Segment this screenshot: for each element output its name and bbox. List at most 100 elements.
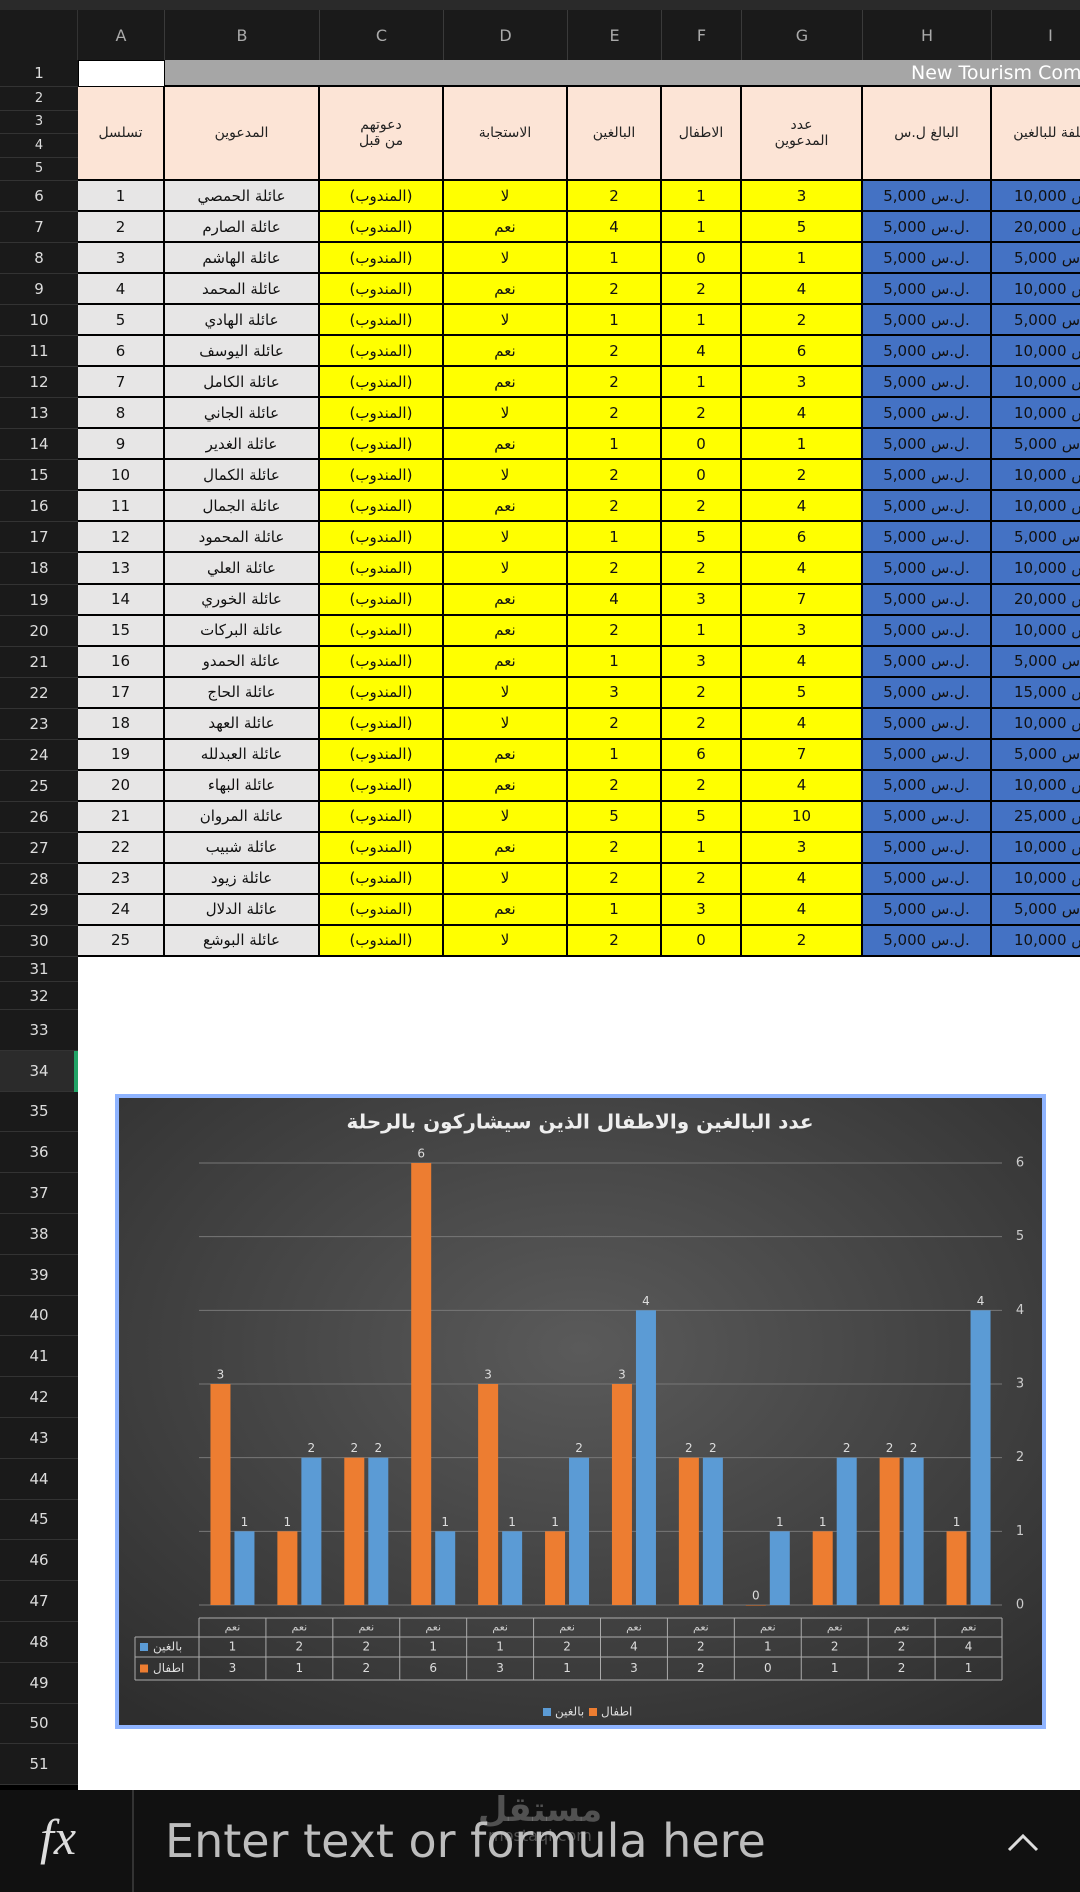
row-header[interactable]: 42 [0,1377,78,1418]
column-header[interactable]: G [742,10,863,60]
cell[interactable]: 2 [568,460,662,492]
row-header[interactable]: 24 [0,739,78,771]
row-header[interactable]: 13 [0,398,78,430]
cell[interactable]: (المندوب) [320,429,444,461]
cell[interactable]: 2 [742,460,863,492]
cell[interactable]: 2 [662,770,742,802]
cell[interactable]: (المندوب) [320,925,444,957]
cell[interactable]: 5,000 ل.س. [863,367,992,399]
column-title[interactable]: الاستجابة [444,87,568,181]
cell[interactable]: 3 [742,832,863,864]
cell[interactable]: نعم [444,491,568,523]
cell[interactable]: 1 [568,739,662,771]
cell[interactable]: 7 [742,584,863,616]
cell[interactable]: 3 [742,615,863,647]
row-header[interactable]: 25 [0,770,78,802]
cell[interactable]: (المندوب) [320,243,444,275]
cell[interactable]: 4 [742,274,863,306]
column-title[interactable]: كلفة للبالغين [992,87,1080,181]
row-header[interactable]: 6 [0,181,78,213]
cell[interactable]: 10,000 ل.س. [992,336,1080,368]
cell[interactable]: لا [444,801,568,833]
row-header[interactable]: 43 [0,1418,78,1459]
cell[interactable]: 4 [742,863,863,895]
cell[interactable]: عائلة الجمال [165,491,320,523]
cell[interactable]: عائلة البركات [165,615,320,647]
cell[interactable]: (المندوب) [320,491,444,523]
cell[interactable]: نعم [444,615,568,647]
cell[interactable]: (المندوب) [320,615,444,647]
cell[interactable]: عائلة المحمد [165,274,320,306]
cell[interactable]: 15 [78,615,165,647]
row-header[interactable]: 27 [0,832,78,864]
cell[interactable]: (المندوب) [320,367,444,399]
cell[interactable]: نعم [444,429,568,461]
cell[interactable]: لا [444,522,568,554]
cell[interactable]: (المندوب) [320,832,444,864]
cell[interactable]: 5,000 ل.س. [992,646,1080,678]
cell[interactable]: 4 [742,398,863,430]
cell[interactable]: عائلة الهادي [165,305,320,337]
row-header[interactable]: 35 [0,1091,78,1133]
row-header[interactable]: 10 [0,305,78,337]
cell[interactable]: نعم [444,770,568,802]
cell[interactable]: 10,000 ل.س. [992,770,1080,802]
cell[interactable]: 20 [78,770,165,802]
row-header[interactable]: 26 [0,801,78,833]
cell[interactable]: 4 [568,212,662,244]
cell[interactable]: 5,000 ل.س. [863,739,992,771]
cell[interactable]: 1 [78,181,165,213]
cell[interactable]: (المندوب) [320,212,444,244]
cell[interactable]: 10 [78,460,165,492]
column-header[interactable]: H [863,10,992,60]
cell[interactable]: (المندوب) [320,181,444,213]
cell[interactable]: لا [444,553,568,585]
column-header[interactable]: I [992,10,1080,60]
cell[interactable]: 2 [742,925,863,957]
cell[interactable]: 25 [78,925,165,957]
cell[interactable]: 21 [78,801,165,833]
cell[interactable]: 5,000 ل.س. [863,491,992,523]
cell[interactable]: 22 [78,832,165,864]
cell[interactable]: عائلة اليوسف [165,336,320,368]
cell[interactable]: 2 [568,708,662,740]
cell[interactable]: (المندوب) [320,274,444,306]
row-header[interactable]: 22 [0,677,78,709]
cell[interactable]: 10,000 ل.س. [992,863,1080,895]
cell[interactable]: لا [444,677,568,709]
cell[interactable]: 5,000 ل.س. [863,646,992,678]
cell[interactable]: 1 [568,646,662,678]
cell[interactable]: 9 [78,429,165,461]
cell[interactable]: 0 [662,460,742,492]
cell[interactable]: 5,000 ل.س. [863,584,992,616]
cell[interactable]: 2 [568,770,662,802]
cell[interactable]: (المندوب) [320,863,444,895]
cell[interactable]: 6 [662,739,742,771]
cell[interactable]: 20,000 ل.س. [992,584,1080,616]
cell[interactable]: عائلة الحمصي [165,181,320,213]
cell[interactable]: (المندوب) [320,894,444,926]
cell[interactable]: نعم [444,367,568,399]
cell[interactable]: عائلة الحمدو [165,646,320,678]
cell[interactable]: 1 [662,832,742,864]
cell[interactable]: (المندوب) [320,739,444,771]
column-header[interactable]: A [78,10,165,60]
row-header[interactable]: 14 [0,429,78,461]
cell[interactable]: 5 [742,212,863,244]
cell[interactable]: 10 [742,801,863,833]
row-header[interactable]: 29 [0,894,78,926]
cell[interactable]: 5,000 ل.س. [863,212,992,244]
cell[interactable]: 5 [662,801,742,833]
row-header[interactable]: 17 [0,522,78,554]
cell[interactable]: 3 [568,677,662,709]
cell[interactable]: 0 [662,925,742,957]
cell[interactable]: 8 [78,398,165,430]
cell[interactable]: نعم [444,739,568,771]
column-title[interactable]: عدد المدعوين [742,87,863,181]
cell[interactable]: 3 [662,646,742,678]
chart[interactable]: عدد البالغين والاطفال الذين سيشاركون بال… [115,1094,1046,1729]
cell[interactable]: 2 [662,553,742,585]
cell[interactable]: 0 [662,429,742,461]
cell[interactable]: نعم [444,336,568,368]
cell[interactable]: 2 [78,212,165,244]
